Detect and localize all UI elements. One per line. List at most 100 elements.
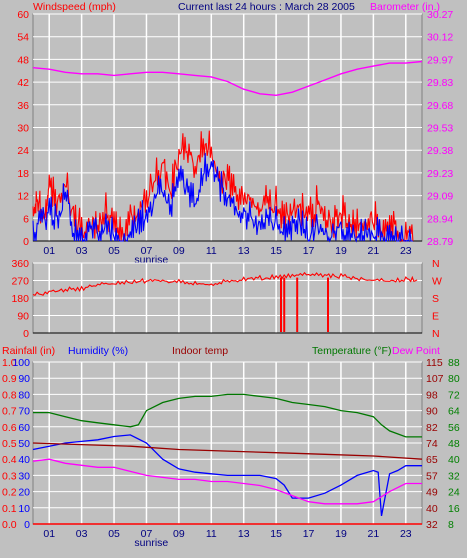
p1-xtick-label: 17 — [303, 245, 315, 257]
humidity-label: Humidity (%) — [68, 345, 128, 357]
p3-temp-tick-label: 64 — [448, 406, 460, 418]
header-right: Barometer (in.) — [370, 1, 440, 13]
p3-temp-tick-label: 72 — [448, 389, 460, 401]
humidity-series — [32, 434, 422, 517]
p1-left-tick-label: 12 — [17, 191, 29, 203]
p3-indoor-tick-label: 57 — [426, 470, 438, 482]
p3-xtick-label: 01 — [43, 528, 55, 540]
p3-xtick-label: 03 — [76, 528, 88, 540]
p3-humidity-tick-label: 50 — [18, 438, 30, 450]
p1-xtick-label: 11 — [206, 245, 217, 257]
p1-right-tick-label: 30.12 — [427, 32, 453, 44]
p1-left-tick-label: 0 — [23, 236, 29, 248]
p3-temp-tick-label: 16 — [448, 503, 460, 515]
p3-rain-tick-label: 0.6 — [2, 422, 17, 434]
dewpoint-series — [32, 458, 422, 505]
rainfall-label: Rainfall (in) — [2, 345, 55, 357]
p3-xtick-label: 09 — [173, 528, 185, 540]
p1-right-tick-label: 29.83 — [427, 77, 453, 89]
p1-right-tick-label: 28.94 — [427, 213, 453, 225]
p1-left-tick-label: 24 — [17, 145, 29, 157]
p3-rain-tick-label: 0.0 — [2, 519, 17, 531]
temperature-series — [33, 393, 422, 438]
p1-xtick-label: 03 — [76, 245, 88, 257]
p1-right-tick-label: 29.97 — [427, 54, 453, 66]
barometer-series — [32, 60, 423, 97]
p3-temp-tick-label: 32 — [448, 470, 460, 482]
p3-indoor-tick-label: 74 — [426, 438, 438, 450]
p3-humidity-tick-label: 40 — [18, 454, 30, 466]
temperature-humidity-panel: 0.0 0 32 80.1 10 40 160.2 20 49 240.3 30 57 320.4 40 6… — [2, 357, 460, 549]
p3-xtick-label: 07 — [141, 528, 153, 540]
p3-rain-tick-label: 0.1 — [2, 503, 17, 515]
indoor-temp-series — [32, 442, 423, 460]
p1-left-tick-label: 60 — [17, 9, 29, 21]
p2-left-tick-label: 90 — [17, 311, 29, 323]
p3-humidity-tick-label: 10 — [18, 503, 30, 515]
p3-humidity-tick-label: 90 — [18, 373, 30, 385]
p1-left-tick-label: 6 — [23, 213, 29, 225]
header-left: Windspeed (mph) — [33, 1, 116, 13]
p2-right-tick-label: S — [432, 293, 439, 305]
p1-xtick-label: 01 — [43, 245, 55, 257]
p1-xtick-label: 15 — [270, 245, 282, 257]
p2-left-tick-label: 270 — [11, 276, 29, 288]
p1-right-tick-label: 29.53 — [427, 123, 453, 135]
header-center: Current last 24 hours : March 28 2005 — [178, 1, 355, 13]
p3-rain-tick-label: 0.5 — [2, 438, 17, 450]
p1-right-tick-label: 30.27 — [427, 9, 453, 21]
p1-left-tick-label: 42 — [17, 77, 29, 89]
p3-rain-tick-label: 0.7 — [2, 406, 17, 418]
windspeed-panel: 0 6 12 18 24 30 36 42 48 54 60 28.79 28.94 29.09 29.23… — [17, 9, 453, 266]
p3-xtick-label: 23 — [400, 528, 412, 540]
p1-right-tick-label: 29.68 — [427, 100, 453, 112]
p3-indoor-tick-label: 98 — [426, 389, 438, 401]
p2-left-tick-label: 360 — [11, 258, 29, 270]
p3-rain-tick-label: 0.2 — [2, 487, 17, 499]
p3-xtick-label: 17 — [303, 528, 315, 540]
p1-xtick-label: 09 — [173, 245, 185, 257]
p1-right-tick-label: 29.23 — [427, 168, 453, 180]
temperature-label: Temperature (°F) — [312, 345, 391, 357]
windspeed-series — [32, 130, 414, 243]
p3-humidity-tick-label: 30 — [18, 470, 30, 482]
p3-rain-tick-label: 0.4 — [2, 454, 17, 466]
p3-temp-tick-label: 40 — [448, 454, 460, 466]
p3-xtick-label: 15 — [270, 528, 282, 540]
p3-temp-tick-label: 56 — [448, 422, 460, 434]
p3-humidity-tick-label: 60 — [18, 422, 30, 434]
p3-humidity-tick-label: 0 — [24, 519, 30, 531]
p2-left-tick-label: 0 — [23, 328, 29, 340]
p3-rain-tick-label: 0.9 — [2, 373, 17, 385]
p3-rain-tick-label: 1.0 — [2, 357, 17, 369]
p3-indoor-tick-label: 90 — [426, 406, 438, 418]
p3-xtick-label: 19 — [335, 528, 347, 540]
p3-humidity-tick-label: 20 — [18, 487, 30, 499]
p1-left-tick-label: 54 — [17, 32, 29, 44]
indoor-temp-label: Indoor temp — [172, 345, 228, 357]
p1-xtick-label: 07 — [141, 245, 153, 257]
p3-indoor-tick-label: 115 — [426, 357, 443, 369]
p3-xtick-label: 21 — [368, 528, 380, 540]
p1-right-tick-label: 28.79 — [427, 236, 453, 248]
p1-left-tick-label: 48 — [17, 54, 29, 66]
gust-series — [32, 152, 413, 243]
p3-temp-tick-label: 80 — [448, 373, 460, 385]
p1-right-tick-label: 29.09 — [427, 191, 453, 203]
p3-temp-tick-label: 8 — [448, 519, 454, 531]
dewpoint-label: Dew Point — [392, 345, 440, 357]
p3-humidity-tick-label: 100 — [12, 357, 30, 369]
p3-xtick-label: 05 — [108, 528, 120, 540]
p2-right-tick-label: W — [432, 276, 442, 288]
p3-sunrise-label: sunrise — [134, 537, 168, 549]
p1-left-tick-label: 30 — [17, 123, 29, 135]
p2-right-tick-label: N — [432, 258, 440, 270]
p1-right-tick-label: 29.38 — [427, 145, 453, 157]
p2-right-tick-label: N — [432, 328, 440, 340]
p3-xtick-label: 11 — [206, 528, 217, 540]
p1-xtick-label: 21 — [368, 245, 380, 257]
p3-indoor-tick-label: 65 — [426, 454, 438, 466]
p2-left-tick-label: 180 — [11, 293, 29, 305]
